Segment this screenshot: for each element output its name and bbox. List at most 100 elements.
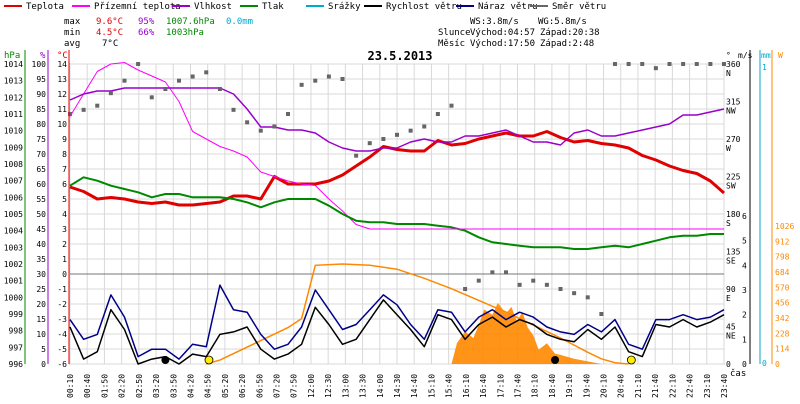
- percent-tick-label: 85: [36, 105, 46, 114]
- hpa-tick-label: 1014: [4, 60, 23, 69]
- time-tick-label: 23:40: [720, 374, 729, 398]
- radiation-tick-label: 228: [775, 329, 790, 338]
- percent-tick-label: 5: [41, 345, 46, 354]
- legend-label: Teplota: [26, 2, 64, 12]
- radiation-tick-label: 0: [775, 360, 780, 369]
- celsius-tick-label: -2: [57, 300, 67, 309]
- time-tick-label: 06:20: [238, 374, 247, 398]
- legend-label: Rychlost větru: [386, 2, 462, 12]
- wind-direction-point: [504, 270, 508, 275]
- time-tick-label: 01:50: [100, 374, 109, 398]
- time-tick-label: 03:50: [169, 374, 178, 398]
- percent-tick-label: 0: [41, 360, 46, 369]
- stats-min-press: 1003hPa: [166, 28, 204, 38]
- wind-direction-point: [449, 103, 454, 108]
- stats-avg-temp: 7°C: [102, 39, 118, 49]
- hpa-tick-label: 999: [9, 310, 24, 319]
- percent-unit: %: [40, 51, 46, 61]
- time-tick-label: 20:40: [617, 374, 626, 398]
- time-tick-label: 00:40: [83, 374, 92, 398]
- direction-name-label: W: [726, 144, 731, 153]
- time-tick-label: 18:40: [548, 374, 557, 398]
- time-tick-label: 23:10: [703, 374, 712, 398]
- hpa-tick-label: 1001: [4, 277, 23, 286]
- percent-tick-label: 60: [36, 180, 46, 189]
- percent-tick-label: 20: [36, 300, 46, 309]
- sun-label: Slunce: [438, 28, 471, 38]
- stats-max-rain: 0.0mm: [226, 17, 253, 27]
- wind-direction-point: [299, 82, 304, 87]
- celsius-tick-label: 7: [62, 165, 67, 174]
- wind-direction-point: [190, 74, 195, 79]
- time-tick-label: 20:10: [600, 374, 609, 398]
- hpa-tick-label: 1011: [4, 110, 23, 119]
- series-line-4: [69, 299, 725, 365]
- wind-direction-point: [340, 77, 345, 81]
- radiation-tick-label: 114: [775, 345, 790, 354]
- direction-tick-label: 45: [726, 323, 736, 332]
- celsius-tick-label: 8: [62, 150, 67, 159]
- wind-direction-point: [136, 62, 141, 66]
- time-tick-label: 12:30: [324, 374, 333, 398]
- wind-direction-point: [599, 312, 604, 316]
- time-tick-label: 14:00: [376, 374, 385, 398]
- rain-unit: mm: [761, 51, 771, 60]
- time-tick-label: 04:50: [204, 374, 213, 398]
- percent-tick-label: 75: [36, 135, 46, 144]
- wind-direction-point: [517, 282, 522, 287]
- time-tick-label: 18:10: [531, 374, 540, 398]
- time-tick-label: 19:40: [582, 374, 591, 398]
- direction-tick-label: 90: [726, 285, 736, 294]
- stats-block: max 9.6°C 95% 1007.6hPa 0.0mm min 4.5°C …: [64, 17, 253, 49]
- time-tick-label: 21:40: [651, 374, 660, 398]
- time-tick-label: 22:40: [686, 374, 695, 398]
- astro-block: WS:3.8m/s WG:5.8m/s Slunce Východ:04:57 …: [438, 17, 600, 49]
- moon-rise-marker: [551, 356, 560, 364]
- direction-tick-label: 360: [726, 60, 741, 69]
- direction-unit: °: [726, 51, 731, 60]
- time-tick-label: 19:10: [565, 374, 574, 398]
- legend-label: Přízemní teplota: [94, 2, 181, 12]
- wind-direction-point: [286, 112, 290, 116]
- time-tick-label: 07:20: [273, 374, 282, 398]
- percent-tick-label: 25: [36, 285, 46, 294]
- wind-direction-point: [694, 62, 699, 66]
- wind-direction-point: [613, 62, 617, 66]
- direction-tick-label: 135: [726, 248, 741, 257]
- sun-set-marker: [626, 355, 636, 365]
- celsius-tick-label: 2: [62, 240, 67, 249]
- legend-label: Směr větru: [552, 2, 606, 12]
- direction-name-label: SE: [726, 257, 736, 266]
- radiation-tick-label: 456: [775, 299, 790, 308]
- time-tick-label: 13:30: [359, 374, 368, 398]
- direction-name-label: NW: [726, 107, 736, 116]
- hpa-tick-label: 998: [9, 327, 24, 336]
- wind-direction-point: [163, 87, 168, 91]
- direction-name-label: SW: [726, 182, 736, 191]
- windspeed-tick-label: 1: [742, 335, 747, 344]
- right-axes: ° m/s mm W10360N315NW270W225SW180S135SE90E4…: [726, 50, 794, 369]
- windspeed-tick-label: 3: [742, 286, 747, 295]
- grid: [69, 63, 725, 365]
- hpa-tick-label: 1003: [4, 243, 23, 252]
- percent-tick-label: 10: [36, 330, 46, 339]
- hpa-tick-label: 1009: [4, 143, 23, 152]
- direction-name-label: N: [726, 69, 731, 78]
- chart-title: 23.5.2013: [367, 49, 432, 63]
- left-axes: hPa% °C1014101310121011101010091008100710…: [4, 50, 70, 369]
- stats-min-hum: 66%: [138, 28, 155, 38]
- moon-set: Západ:2:48: [540, 39, 594, 49]
- radiation-tick-label: 684: [775, 268, 790, 277]
- series-layer: [68, 62, 726, 365]
- time-tick-label: 00:10: [66, 374, 75, 398]
- celsius-tick-label: 4: [62, 210, 67, 219]
- windspeed-tick-label: 4: [742, 261, 747, 270]
- percent-tick-label: 70: [36, 150, 46, 159]
- time-tick-label: 02:20: [118, 374, 127, 398]
- celsius-tick-label: 10: [57, 120, 67, 129]
- direction-name-label: NE: [726, 332, 736, 341]
- hpa-tick-label: 1004: [4, 227, 23, 236]
- percent-tick-label: 50: [36, 210, 46, 219]
- legend-label: Náraz větru: [478, 2, 538, 12]
